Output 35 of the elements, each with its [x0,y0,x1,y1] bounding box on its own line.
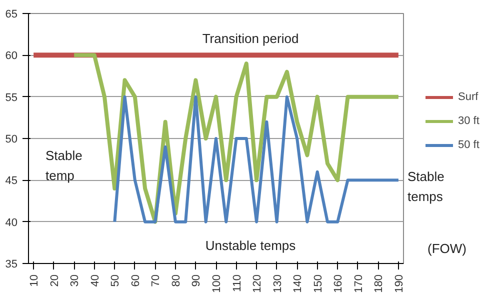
x-tick-label: 10 [28,274,41,287]
x-tick-label: 170 [352,274,365,293]
x-tick-label: 150 [312,274,324,293]
legend-label: 50 ft [458,139,480,151]
y-tick-label: 45 [5,175,18,188]
x-tick-label: 190 [393,274,406,293]
x-tick-label: 20 [48,274,61,287]
x-tick-label: 160 [332,274,345,293]
y-tick-label: 40 [5,216,18,229]
line-series [113,95,400,224]
annotation: Unstable temps [205,238,296,253]
y-tick-label: 50 [5,134,18,146]
x-tick-label: 130 [272,274,284,293]
x-tick-label: 60 [130,274,142,287]
x-tick-label: 90 [190,274,203,287]
x-tick-label: 30 [69,274,82,287]
legend-label: 30 ft [458,115,480,127]
x-tick-label: 180 [373,274,386,293]
x-tick-label: 80 [170,274,182,287]
y-tick-label: 60 [5,50,18,62]
text: (FOW) [428,241,466,256]
text: Stable temps [408,169,444,204]
x-tick-label: 40 [89,274,102,287]
legend-label: Surf [458,91,478,103]
x-tick-label: 140 [292,274,304,293]
x-tick-label: 120 [252,274,264,293]
y-tick-label: 35 [5,258,18,270]
x-tick-label: 110 [231,274,244,292]
x-tick-label: 50 [110,274,122,287]
annotation: Transition period [202,31,299,46]
y-tick-label: 65 [5,8,18,20]
x-tick-label: 70 [150,274,162,287]
x-tick-label: 100 [211,274,223,293]
y-tick-label: 55 [5,92,18,104]
annotation: Stable temp [46,148,82,183]
